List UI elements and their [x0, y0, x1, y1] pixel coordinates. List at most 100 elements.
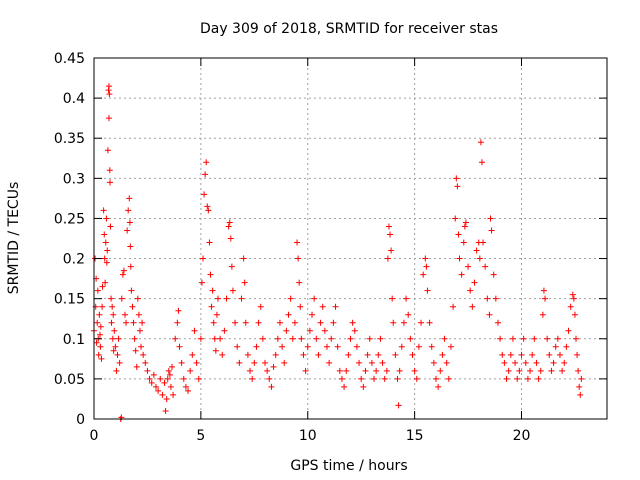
data-point [552, 343, 559, 350]
data-point [96, 331, 103, 338]
data-point [150, 371, 157, 378]
data-point [294, 239, 301, 246]
data-point [321, 327, 328, 334]
data-point [492, 295, 499, 302]
data-point [226, 219, 233, 226]
data-point [332, 303, 339, 310]
data-point [539, 311, 546, 318]
data-point [193, 359, 200, 366]
data-point [373, 367, 380, 374]
data-point [377, 335, 384, 342]
data-points [91, 83, 585, 422]
data-point [127, 243, 134, 250]
data-point [176, 343, 183, 350]
data-point [195, 375, 202, 382]
data-point [97, 343, 104, 350]
data-point [131, 335, 138, 342]
data-point [349, 319, 356, 326]
data-point [565, 327, 572, 334]
data-point [371, 375, 378, 382]
x-tick-label: 20 [513, 428, 531, 444]
data-point [264, 367, 271, 374]
data-point [97, 323, 104, 330]
data-point [512, 359, 519, 366]
data-point [281, 359, 288, 366]
data-point [306, 327, 313, 334]
data-point [198, 279, 205, 286]
data-point [573, 335, 580, 342]
data-point [556, 351, 563, 358]
data-point [120, 267, 127, 274]
data-point [105, 83, 112, 90]
data-point [411, 367, 418, 374]
data-point [105, 115, 112, 122]
data-point [569, 291, 576, 298]
data-point [112, 343, 119, 350]
data-point [102, 279, 109, 286]
data-point [487, 215, 494, 222]
data-point [133, 363, 140, 370]
data-point [343, 367, 350, 374]
data-point [398, 343, 405, 350]
data-point [232, 319, 239, 326]
data-point [460, 239, 467, 246]
data-point [187, 367, 194, 374]
data-point [223, 295, 230, 302]
data-point [213, 311, 220, 318]
data-point [392, 351, 399, 358]
data-point [497, 335, 504, 342]
data-point [255, 319, 262, 326]
data-point [209, 287, 216, 294]
data-point [328, 335, 335, 342]
data-point [93, 339, 100, 346]
y-tick-label: 0.2 [63, 252, 85, 268]
data-point [107, 223, 114, 230]
data-point [205, 207, 212, 214]
data-point [119, 271, 126, 278]
plot-frame [93, 57, 608, 420]
data-point [211, 335, 218, 342]
data-point [311, 295, 318, 302]
data-point [169, 363, 176, 370]
data-point [201, 191, 208, 198]
data-point [204, 203, 211, 210]
data-point [110, 347, 117, 354]
data-point [302, 367, 309, 374]
data-point [140, 351, 147, 358]
data-point [364, 351, 371, 358]
data-point [458, 271, 465, 278]
data-point [441, 335, 448, 342]
data-point [102, 239, 109, 246]
data-point [542, 295, 549, 302]
data-point [388, 247, 395, 254]
data-point [111, 327, 118, 334]
y-tick-label: 0.05 [54, 372, 85, 388]
data-point [524, 375, 531, 382]
data-point [389, 295, 396, 302]
data-point [125, 207, 132, 214]
data-point [505, 367, 512, 374]
data-point [100, 207, 107, 214]
data-point [283, 327, 290, 334]
data-point [189, 351, 196, 358]
data-point [563, 343, 570, 350]
data-point [437, 367, 444, 374]
data-point [456, 255, 463, 262]
data-point [185, 387, 192, 394]
data-point [95, 351, 102, 358]
data-point [450, 303, 457, 310]
data-point [101, 255, 108, 262]
data-point [336, 367, 343, 374]
data-point [409, 351, 416, 358]
data-point [418, 319, 425, 326]
data-point [323, 343, 330, 350]
data-point [228, 263, 235, 270]
data-point [155, 387, 162, 394]
data-point [295, 255, 302, 262]
grid-lines [94, 58, 607, 419]
data-point [309, 311, 316, 318]
data-point [467, 287, 474, 294]
data-point [347, 335, 354, 342]
data-point [362, 367, 369, 374]
